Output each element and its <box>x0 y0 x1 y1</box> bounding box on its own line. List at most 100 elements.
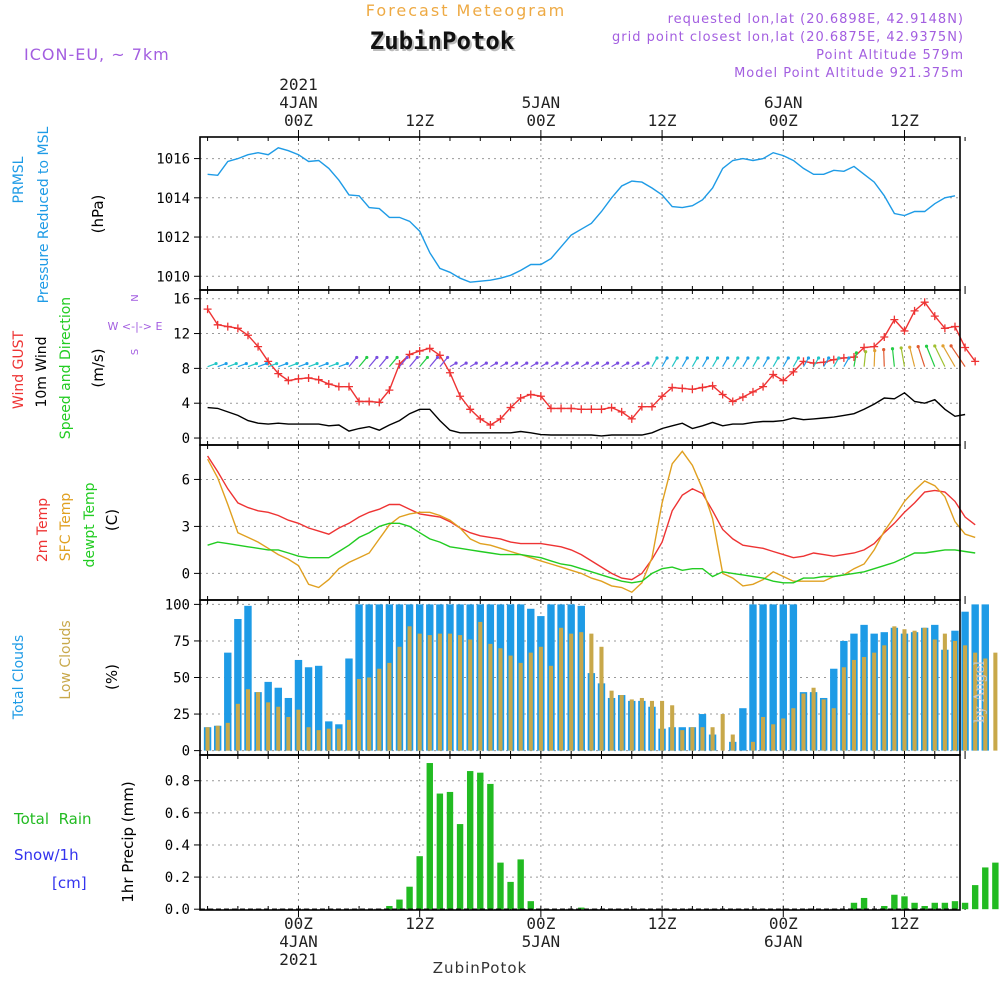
low-clouds-bar <box>599 646 604 751</box>
low-clouds-bar <box>518 662 523 751</box>
sfc-temp-line <box>206 450 976 594</box>
gust-marker <box>738 393 747 402</box>
low-clouds-bar <box>387 662 392 751</box>
wind-arrow <box>712 357 719 367</box>
y-tick-label: 0.0 <box>165 902 190 918</box>
total-clouds-bar <box>789 604 798 751</box>
gust-marker <box>506 403 515 412</box>
total-rain-bar <box>951 901 959 910</box>
low-clouds-bar <box>952 640 958 751</box>
total-rain-bar <box>527 901 534 910</box>
gust-marker <box>557 404 566 413</box>
wind-arrow <box>782 357 789 367</box>
gust-marker <box>415 346 424 355</box>
top-time-label: 4JAN <box>279 93 318 112</box>
low-clouds-bar <box>508 655 513 751</box>
low-clouds-bar <box>397 646 402 751</box>
wind-arrow-head <box>305 361 309 366</box>
wind-arrow <box>909 347 916 367</box>
total-rain-bar <box>396 899 403 910</box>
total-clouds-bar <box>294 659 303 751</box>
low-clouds-bar <box>296 709 301 751</box>
wind-arrow-head <box>435 355 440 360</box>
low-clouds-bar <box>862 657 867 751</box>
total-rain-bar <box>911 902 918 910</box>
y-tick-label: 75 <box>173 634 190 650</box>
gust-marker <box>324 380 333 389</box>
wind-arrow-head <box>756 356 760 360</box>
wind-arrow <box>419 357 428 368</box>
gust-marker <box>466 405 475 414</box>
wind-arrow-head <box>325 361 329 366</box>
low-clouds-bar <box>235 703 240 751</box>
gust-marker <box>637 402 646 411</box>
wind-arrow-head <box>565 361 569 365</box>
wind-arrow-head <box>474 361 478 365</box>
wind-arrow-head <box>335 361 339 366</box>
top-time-label: 00Z <box>284 111 313 130</box>
gust-marker <box>496 414 505 423</box>
low-clouds-bar <box>761 716 766 751</box>
low-clouds-bar <box>245 689 251 751</box>
temperature-labels: 2m Temp SFC Temp dewpt Temp (C) <box>35 482 121 567</box>
wind-arrow-head <box>275 361 279 366</box>
cloud-labels: Total Clouds Low Clouds (%) <box>11 620 121 720</box>
model-label: ICON-EU, ~ 7km <box>24 45 170 64</box>
wind-arrow-head <box>535 361 539 365</box>
wind-arrow <box>950 345 966 367</box>
low-clouds-bar <box>670 705 675 751</box>
wind-arrow-head <box>345 361 349 366</box>
wind-arrow-head <box>595 361 600 365</box>
wind-arrow-head <box>315 361 319 366</box>
gust-marker <box>233 324 242 333</box>
wind-arrow <box>701 357 708 367</box>
wind-arrow <box>873 350 876 367</box>
low-clouds-bar <box>942 633 947 751</box>
gust-marker <box>900 326 909 335</box>
low-clouds-bar <box>447 633 453 751</box>
top-time-label: 12Z <box>405 111 434 130</box>
wind-arrow <box>802 357 809 367</box>
y-tick-label: 0.8 <box>165 774 190 790</box>
closest-coords: grid point closest lon,lat (20.6875E, 42… <box>612 30 964 45</box>
total-clouds-bar <box>224 652 232 751</box>
bottom-time-label: 5JAN <box>522 932 561 951</box>
wind-arrow-head <box>575 361 579 365</box>
wind-arrow <box>752 357 759 367</box>
y-tick-label: 1014 <box>156 191 190 207</box>
pressure-label-msl: Pressure Reduced to MSL <box>36 126 52 303</box>
bottom-time-label: 4JAN <box>279 932 318 951</box>
y-tick-label: 0 <box>182 566 190 582</box>
low-clouds-bar <box>892 626 897 751</box>
gust-marker <box>213 320 222 329</box>
gust-marker <box>405 350 414 359</box>
wind-arrow-head <box>695 356 699 360</box>
low-clouds-bar <box>851 659 857 751</box>
wind-arrow-head <box>234 361 238 366</box>
top-time-label: 00Z <box>526 111 555 130</box>
low-clouds-bar <box>649 700 655 751</box>
wind-unit: (m/s) <box>89 348 107 387</box>
wind-arrow <box>925 346 936 367</box>
wind-arrow-head <box>675 356 679 360</box>
low-cloud-label: Low Clouds <box>58 620 74 699</box>
total-rain-bar <box>901 896 908 910</box>
wind-arrow-head <box>484 361 488 365</box>
bottom-time-label: 12Z <box>405 914 434 933</box>
gust-marker <box>385 386 394 395</box>
total-clouds-bar <box>244 605 252 751</box>
compass-legend: N W <-|-> E S <box>108 294 163 355</box>
wind-arrow <box>900 347 906 367</box>
gust-marker <box>425 344 434 353</box>
total-clouds-bar <box>304 667 313 751</box>
gust-marker <box>860 343 869 352</box>
total-rain-bar <box>487 783 494 910</box>
low-clouds-bar <box>660 700 665 751</box>
gust-marker <box>264 357 273 366</box>
total-rain-bar <box>931 902 938 910</box>
wind-arrow-head <box>415 355 419 360</box>
total-rain-bar <box>426 763 433 910</box>
point-altitude: Point Altitude 579m <box>816 48 964 63</box>
wind-arrow-head <box>924 344 929 348</box>
